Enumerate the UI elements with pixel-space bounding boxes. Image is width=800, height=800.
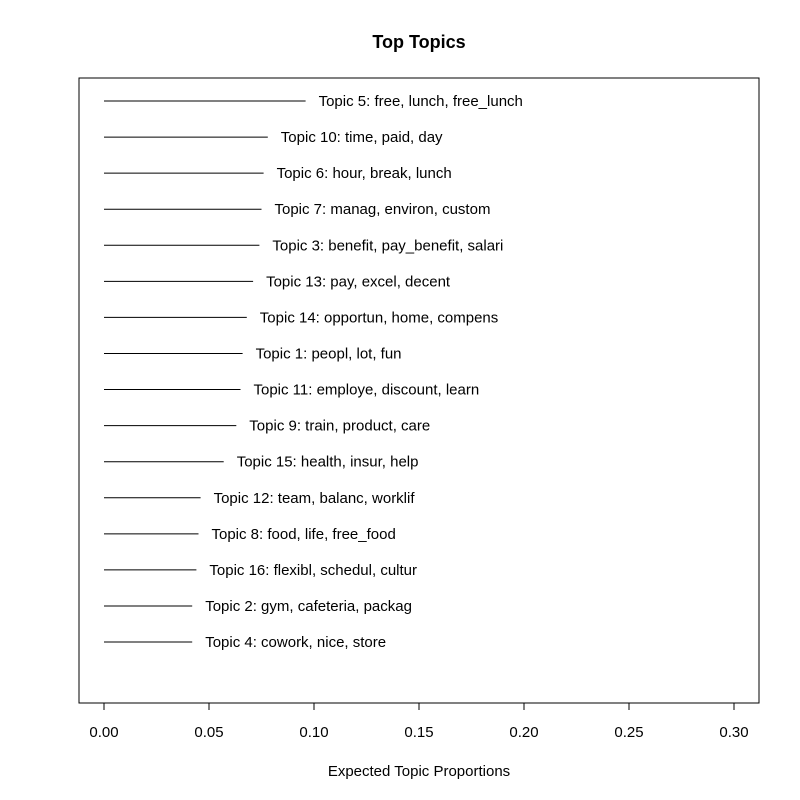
topic-label: Topic 14: opportun, home, compens bbox=[260, 309, 498, 326]
topic-label: Topic 16: flexibl, schedul, cultur bbox=[209, 562, 417, 579]
topic-label: Topic 6: hour, break, lunch bbox=[277, 165, 452, 182]
topic-label: Topic 2: gym, cafeteria, packag bbox=[205, 598, 412, 615]
topic-label: Topic 10: time, paid, day bbox=[281, 129, 443, 146]
x-tick-label: 0.00 bbox=[89, 724, 118, 741]
topic-label: Topic 11: employe, discount, learn bbox=[254, 382, 480, 399]
x-tick-label: 0.15 bbox=[404, 724, 433, 741]
topic-label: Topic 7: manag, environ, custom bbox=[275, 201, 491, 218]
topic-label: Topic 5: free, lunch, free_lunch bbox=[319, 93, 523, 110]
topic-label: Topic 4: cowork, nice, store bbox=[205, 634, 386, 651]
x-tick-label: 0.20 bbox=[509, 724, 538, 741]
topic-label: Topic 8: food, life, free_food bbox=[212, 526, 396, 543]
topic-label: Topic 9: train, product, care bbox=[249, 418, 430, 435]
topic-label: Topic 3: benefit, pay_benefit, salari bbox=[272, 237, 503, 254]
x-tick-label: 0.10 bbox=[299, 724, 328, 741]
x-tick-label: 0.25 bbox=[614, 724, 643, 741]
topic-labels: Topic 5: free, lunch, free_lunch Topic 10… bbox=[205, 93, 523, 651]
chart-title: Top Topics bbox=[372, 32, 465, 52]
topic-label: Topic 13: pay, excel, decent bbox=[266, 273, 451, 290]
x-axis-ticks: 0.00 0.05 0.10 0.15 0.20 0.25 0.30 bbox=[89, 703, 749, 741]
topic-label: Topic 12: team, balanc, worklif bbox=[214, 490, 416, 507]
x-axis-title: Expected Topic Proportions bbox=[328, 763, 510, 780]
topic-bars bbox=[104, 100, 306, 643]
x-tick-label: 0.30 bbox=[719, 724, 748, 741]
topic-label: Topic 1: peopl, lot, fun bbox=[256, 345, 402, 362]
topic-label: Topic 15: health, insur, help bbox=[237, 454, 419, 471]
x-tick-label: 0.05 bbox=[194, 724, 223, 741]
